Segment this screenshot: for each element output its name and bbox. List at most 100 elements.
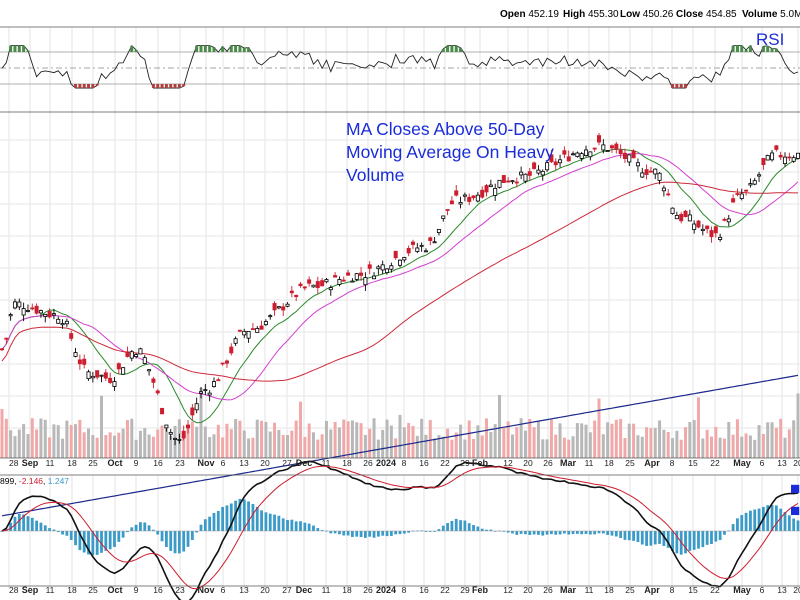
volume-bar xyxy=(601,434,605,458)
macd-histogram-bar xyxy=(212,513,216,531)
candle-body xyxy=(622,152,627,160)
x-tick-label: 2024 xyxy=(376,458,396,468)
volume-bar xyxy=(489,431,493,458)
volume-bar xyxy=(156,429,160,458)
candle-body xyxy=(527,171,532,176)
x-tick-label: 11 xyxy=(585,585,594,595)
candle-body xyxy=(34,305,39,314)
volume-bar xyxy=(701,438,705,458)
candle-body xyxy=(285,303,290,307)
x-tick-label: 20 xyxy=(260,585,270,595)
candle-body xyxy=(480,189,485,198)
candle-body xyxy=(198,391,203,394)
candle-body xyxy=(320,280,325,287)
x-tick-label: 22 xyxy=(440,458,450,468)
macd-histogram-bar xyxy=(744,512,748,531)
volume-bar xyxy=(26,433,30,458)
candle-body xyxy=(181,430,186,439)
macd-histogram-bar xyxy=(610,531,614,536)
x-tick-label: Feb xyxy=(472,458,489,468)
candle-body xyxy=(631,150,636,159)
candle-body xyxy=(566,156,571,162)
macd-label-partial-1: ■ xyxy=(790,479,800,498)
candle-body xyxy=(112,381,117,387)
x-tick-label: 18 xyxy=(342,458,352,468)
macd-histogram-bar xyxy=(394,531,398,535)
candle-body xyxy=(134,354,139,358)
macd-histogram-bar xyxy=(95,531,99,555)
volume-bar xyxy=(662,429,666,458)
volume-bar xyxy=(303,436,307,458)
candle-body xyxy=(445,209,450,211)
macd-histogram-bar xyxy=(199,524,203,531)
candle-body xyxy=(311,284,316,288)
macd-histogram-bar xyxy=(69,531,73,540)
candle-body xyxy=(406,248,411,254)
candle-body xyxy=(441,215,446,219)
candle-body xyxy=(207,392,212,396)
volume-bar xyxy=(433,438,437,458)
volume-bar xyxy=(415,435,419,458)
candle-body xyxy=(454,190,459,196)
ma-20-line xyxy=(1,153,799,401)
volume-bar xyxy=(398,414,402,458)
rsi-overbought-fill xyxy=(242,48,246,52)
candle-body xyxy=(129,351,134,359)
volume-bar xyxy=(692,420,696,458)
macd-histogram-bar xyxy=(627,531,631,541)
volume-bar xyxy=(614,419,618,458)
x-tick-label: Sep xyxy=(22,458,39,468)
rsi-oversold-fill xyxy=(169,84,173,88)
macd-histogram-bar xyxy=(113,531,116,547)
candle-body xyxy=(501,175,506,183)
candle-body xyxy=(12,301,17,309)
macd-histogram-bar xyxy=(571,531,575,535)
macd-histogram-bar xyxy=(186,531,190,547)
macd-histogram-bar xyxy=(247,501,250,531)
candle-body xyxy=(770,152,775,161)
volume-bar xyxy=(649,428,653,458)
candle-body xyxy=(674,215,679,220)
rsi-overbought-fill xyxy=(17,45,21,52)
volume-bar xyxy=(545,439,549,458)
macd-histogram-bar xyxy=(519,531,523,534)
macd-histogram-bar xyxy=(225,505,229,531)
candle-body xyxy=(25,310,30,312)
volume-bar xyxy=(56,425,60,458)
volume-bar xyxy=(385,419,389,458)
volume-bar xyxy=(91,435,95,458)
volume-bar xyxy=(324,420,328,458)
macd-histogram-bar xyxy=(532,531,536,535)
candle-body xyxy=(419,244,424,247)
candle-body xyxy=(726,218,731,223)
candle-body xyxy=(588,151,593,158)
candle-body xyxy=(224,360,229,364)
volume-bar xyxy=(363,434,367,458)
candle-body xyxy=(90,375,95,379)
x-axis: 28 Sep 11 18 25 Oct 9 16 23 Nov 6 13 20 27 Dec 11 18 26 20… xyxy=(9,458,800,595)
candle-body xyxy=(389,265,394,270)
x-tick-label: Oct xyxy=(107,585,122,595)
volume-bar xyxy=(307,423,311,458)
candle-body xyxy=(666,193,671,196)
candle-body xyxy=(635,162,640,167)
volume-bar xyxy=(792,420,796,458)
candle-body xyxy=(86,371,91,380)
volume-bar xyxy=(753,439,757,458)
macd-histogram-bar xyxy=(160,531,164,542)
macd-histogram-bar xyxy=(13,516,17,531)
volume-bar xyxy=(281,434,285,458)
volume-bar xyxy=(636,435,640,458)
rsi-overbought-fill xyxy=(748,45,752,52)
candle-body xyxy=(397,259,402,266)
candle-body xyxy=(449,200,454,205)
x-tick-label: 8 xyxy=(402,458,407,468)
candle-body xyxy=(0,348,4,351)
macd-histogram-bar xyxy=(701,531,705,548)
volume-bar xyxy=(9,430,13,458)
volume-bar xyxy=(342,419,346,458)
candle-body xyxy=(584,149,589,157)
rsi-overbought-fill xyxy=(234,45,238,52)
macd-histogram-bar xyxy=(351,531,354,537)
volume-bar xyxy=(623,437,627,458)
